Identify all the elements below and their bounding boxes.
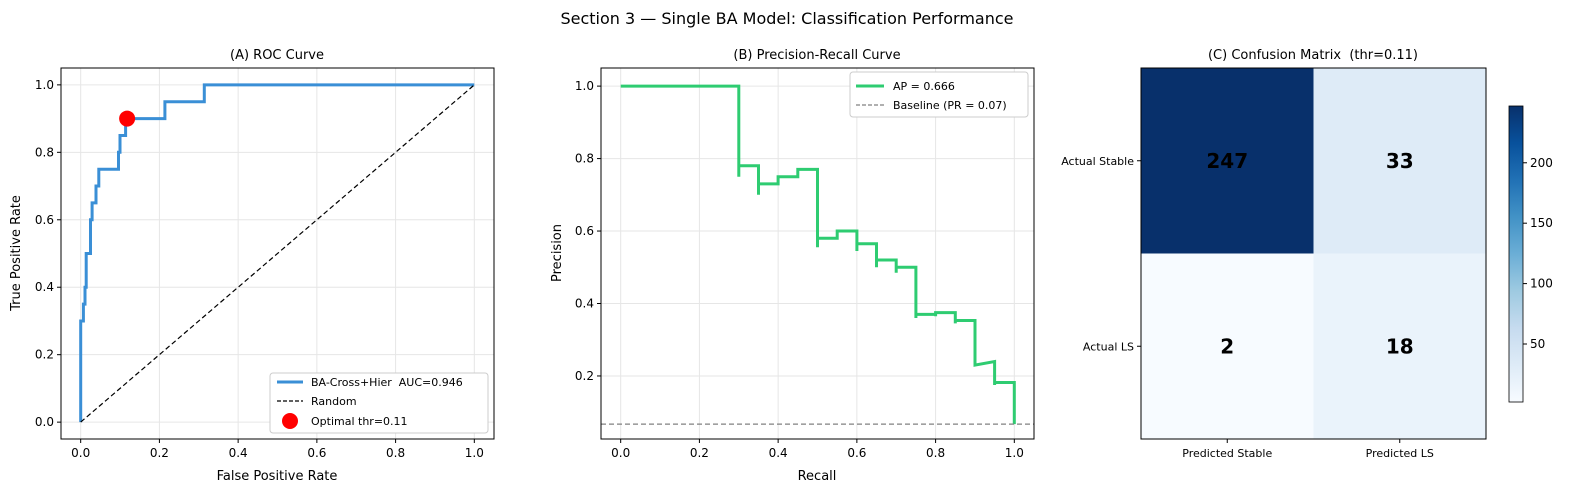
pr-plot xyxy=(601,84,1034,425)
roc-x-tick-label: 0.4 xyxy=(229,446,248,460)
pr-x-tick-label: 1.0 xyxy=(1005,446,1024,460)
colorbar-tick-label: 200 xyxy=(1530,156,1553,170)
pr-legend-box xyxy=(849,71,1029,118)
roc-y-tick-label: 0.2 xyxy=(35,348,54,362)
roc-y-tick-label: 0.8 xyxy=(35,145,54,159)
roc-y-tick-label: 0.0 xyxy=(35,415,54,429)
roc-x-tick-label: 0.6 xyxy=(307,446,326,460)
pr-x-axis-label: Recall xyxy=(798,469,837,484)
pr-y-tick-label: 0.6 xyxy=(575,224,594,238)
confusion-cell-value: 2 xyxy=(1220,334,1234,358)
roc-legend-label-optimal: Optimal thr=0.11 xyxy=(311,415,408,428)
colorbar-tick-label: 50 xyxy=(1530,337,1545,351)
confusion-cell-value: 18 xyxy=(1386,334,1414,358)
confusion-col-label: Predicted Stable xyxy=(1182,447,1272,460)
pr-y-tick-label: 1.0 xyxy=(575,79,594,93)
roc-x-tick-label: 1.0 xyxy=(465,446,484,460)
roc-x-tick-label: 0.2 xyxy=(150,446,169,460)
roc-legend-label-model: BA-Cross+Hier AUC=0.946 xyxy=(311,376,463,389)
confusion-cell xyxy=(1313,253,1486,439)
colorbar-tick-label: 150 xyxy=(1530,216,1553,230)
roc-y-tick-label: 0.6 xyxy=(35,213,54,227)
confusion-cell-value: 247 xyxy=(1206,149,1248,173)
pr-y-tick-label: 0.2 xyxy=(575,369,594,383)
pr-x-tick-label: 0.4 xyxy=(769,446,788,460)
pr-x-tick-label: 0.6 xyxy=(847,446,866,460)
confusion-ticks: Actual Stable Actual LS Predicted Stable Pr… xyxy=(1061,155,1434,460)
roc-series-reference-line xyxy=(80,84,475,423)
roc-legend: BA-Cross+Hier AUC=0.946 Random Optimal t… xyxy=(269,372,489,434)
roc-legend-box xyxy=(269,372,489,434)
pr-x-tick-label: 0.0 xyxy=(611,446,630,460)
pr-grid xyxy=(601,68,1034,439)
pr-legend-label-ap: AP = 0.666 xyxy=(893,80,955,93)
roc-x-tick-label: 0.8 xyxy=(386,446,405,460)
pr-panel: (B) Precision-Recall Curve 0.0 0.2 0.4 0.6 0… xyxy=(550,48,1035,484)
roc-x-tick-label: 0.0 xyxy=(71,446,90,460)
colorbar-ticks: 50 100 150 200 xyxy=(1523,156,1553,351)
confusion-cell xyxy=(1141,253,1314,439)
confusion-row-label: Actual Stable xyxy=(1061,155,1134,168)
confusion-title: (C) Confusion Matrix (thr=0.11) xyxy=(1208,48,1418,63)
confusion-panel: (C) Confusion Matrix (thr=0.11) 247 33 2 18… xyxy=(1061,48,1553,460)
roc-legend-label-random: Random xyxy=(311,395,357,408)
pr-ticks: 0.0 0.2 0.4 0.6 0.8 1.0 0.2 0.4 0.6 0.8 1.0 xyxy=(575,79,1024,460)
pr-y-axis-label: Precision xyxy=(550,224,565,282)
figure-title: Section 3 — Single BA Model: Classificat… xyxy=(560,9,1013,28)
confusion-cell-value: 33 xyxy=(1386,149,1414,173)
confusion-row-label: Actual LS xyxy=(1083,340,1134,353)
roc-panel: (A) ROC Curve 0.0 0.2 0.4 0.6 0.8 1.00.00.20.… xyxy=(9,48,495,484)
pr-x-tick-label: 0.2 xyxy=(690,446,709,460)
roc-optimal-point xyxy=(119,110,136,127)
pr-axes-frame xyxy=(600,67,1035,440)
pr-title: (B) Precision-Recall Curve xyxy=(733,48,900,63)
colorbar-tick-label: 100 xyxy=(1530,277,1553,291)
pr-legend-label-baseline: Baseline (PR = 0.07) xyxy=(893,99,1007,112)
colorbar xyxy=(1508,105,1524,403)
confusion-cell xyxy=(1141,68,1314,254)
roc-series-main-line xyxy=(79,83,475,423)
confusion-cells: 247 33 2 18 xyxy=(1141,68,1486,439)
roc-title: (A) ROC Curve xyxy=(230,48,324,63)
confusion-cell xyxy=(1313,68,1486,254)
pr-x-tick-label: 0.8 xyxy=(926,446,945,460)
roc-y-tick-label: 0.4 xyxy=(35,280,54,294)
roc-legend-marker-optimal xyxy=(282,413,298,429)
roc-plot xyxy=(79,83,475,423)
confusion-col-label: Predicted LS xyxy=(1366,447,1434,460)
confusion-frame xyxy=(1140,67,1487,440)
pr-y-tick-label: 0.8 xyxy=(575,152,594,166)
pr-legend: AP = 0.666 Baseline (PR = 0.07) xyxy=(849,71,1029,118)
roc-axes-frame xyxy=(60,67,495,440)
roc-y-axis-label: True Positive Rate xyxy=(9,195,24,312)
roc-ticks: 0.0 0.2 0.4 0.6 0.8 1.0 0.0 0.2 0.4 0.6 0.8 1.0 xyxy=(35,78,484,460)
roc-x-axis-label: False Positive Rate xyxy=(217,469,338,484)
pr-series-main-line xyxy=(620,84,1016,425)
roc-y-tick-label: 1.0 xyxy=(35,78,54,92)
pr-y-tick-label: 0.4 xyxy=(575,296,594,310)
roc-grid xyxy=(61,68,494,439)
